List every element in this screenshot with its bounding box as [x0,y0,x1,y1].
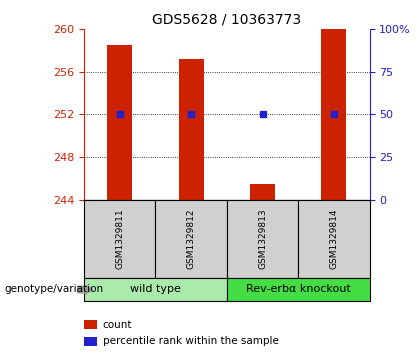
Bar [321,29,346,200]
Bar [84,278,227,301]
Bar [227,278,370,301]
Text: count: count [102,320,132,330]
Text: wild type: wild type [130,285,181,294]
Text: percentile rank within the sample: percentile rank within the sample [102,336,278,346]
Text: genotype/variation: genotype/variation [4,285,103,294]
Bar [84,200,155,278]
Bar [107,45,132,200]
Text: GSM1329814: GSM1329814 [329,208,339,269]
Text: Rev-erbα knockout: Rev-erbα knockout [246,285,351,294]
Bar [227,200,298,278]
Bar [84,337,97,346]
Bar [250,184,275,200]
Bar [298,200,370,278]
Bar [84,320,97,329]
Bar [155,200,227,278]
Title: GDS5628 / 10363773: GDS5628 / 10363773 [152,12,302,26]
Text: GSM1329811: GSM1329811 [115,208,124,269]
Text: GSM1329812: GSM1329812 [186,208,196,269]
Bar [178,59,204,200]
Text: GSM1329813: GSM1329813 [258,208,267,269]
